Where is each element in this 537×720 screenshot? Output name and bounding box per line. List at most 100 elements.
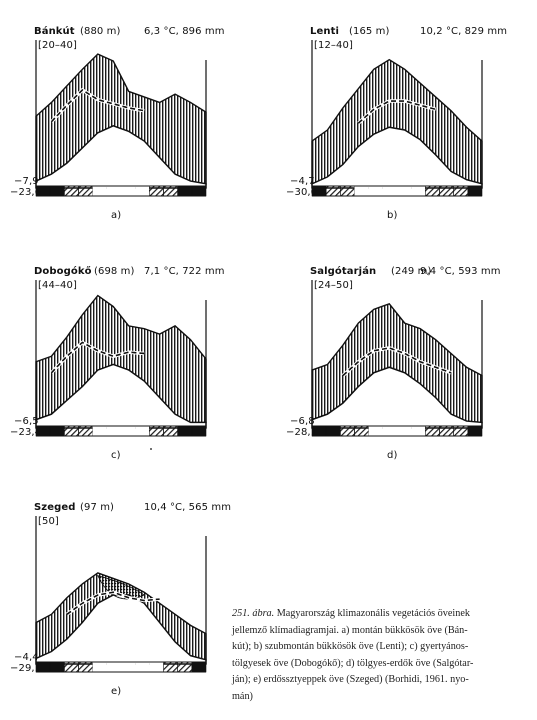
diagram-d: Salgótarján (249 m) 9,4 °C, 593 mm [24–50] −… <box>282 266 522 468</box>
caption-line-3: tölgyesek öve (Dobogókő); d) tölgyes-erd… <box>232 657 474 669</box>
mean-min-temp: −6,5 <box>14 416 39 427</box>
caption-line-0: Magyarország klimazonális vegetációs öve… <box>276 608 470 619</box>
station-name: Bánkút <box>34 26 75 37</box>
caption-word: ábra. <box>252 608 275 619</box>
frost-bar-segment <box>177 425 193 437</box>
frost-bar-segment <box>382 426 397 436</box>
mean-curve-dashed <box>66 591 160 615</box>
diagram-a: Bánkút (880 m) 6,3 °C, 896 mm [20–40] −7,9 −2… <box>6 26 246 228</box>
caption-line-1: jellemző klímadiagramjai. a) montán bükk… <box>232 624 468 636</box>
frost-bar-segment <box>106 662 121 672</box>
climate-diagram-svg <box>35 40 207 197</box>
frost-bar-segment <box>191 661 207 673</box>
frost-bar-segment <box>382 186 397 196</box>
diagram-b: Lenti (165 m) 10,2 °C, 829 mm [12–40] −4,7 −3… <box>282 26 522 228</box>
climate-values: 10,2 °C, 829 mm <box>420 26 508 37</box>
frost-bar-segment <box>467 425 483 437</box>
diagram-label: c) <box>111 450 121 461</box>
arid-period-region <box>97 575 145 600</box>
absolute-min-temp: −30,0 <box>286 187 318 198</box>
climate-diagram-svg <box>311 40 483 197</box>
frost-bar-segment <box>135 662 150 672</box>
frost-bar-segment <box>453 425 469 437</box>
precip-range: [20–40] <box>38 40 77 51</box>
absolute-min-temp: −29,1 <box>10 663 42 674</box>
station-name: Szeged <box>34 502 76 513</box>
climate-diagram-svg <box>35 516 207 673</box>
frost-bar-segment <box>163 185 178 197</box>
frost-bar-segment <box>92 186 107 196</box>
caption-line-2: kút); b) szubmontán bükkösök öve (Lenti)… <box>232 641 469 652</box>
frost-bar-segment <box>397 426 412 436</box>
climate-values: 9,4 °C, 593 mm <box>420 266 501 277</box>
diagram-label: a) <box>111 210 122 221</box>
frost-bar-segment <box>397 186 412 196</box>
mean-curve-dashed <box>50 341 145 374</box>
figure-caption: 251. ábra. Magyarország klimazonális veg… <box>232 606 524 705</box>
frost-bar-segment <box>149 662 164 672</box>
diagram-e: Szeged (97 m) 10,4 °C, 565 mm [50] −4,4 −29,1… <box>6 502 246 704</box>
frost-bar-segment <box>49 425 65 437</box>
frost-bar-segment <box>340 425 355 437</box>
absolute-min-temp: −28,1 <box>286 427 318 438</box>
frost-bar-segment <box>64 425 79 437</box>
station-elevation: (249 m) <box>391 266 432 277</box>
station-elevation: (880 m) <box>80 26 121 37</box>
station-name: Lenti <box>310 26 339 37</box>
frost-bar-segment <box>49 661 65 673</box>
mean-curve-dashed <box>357 100 436 124</box>
frost-bar-segment <box>177 185 193 197</box>
frost-bar-segment <box>340 185 355 197</box>
precip-range: [12–40] <box>314 40 353 51</box>
mean-min-temp: −4,7 <box>290 176 315 187</box>
mean-min-temp: −7,9 <box>14 176 39 187</box>
climate-diagram-svg <box>35 280 207 437</box>
stray-dot <box>150 448 152 450</box>
frost-bar-segment <box>64 661 79 673</box>
frost-bar-segment <box>163 661 178 673</box>
frost-bar-segment <box>368 186 383 196</box>
frost-bar-segment <box>177 661 193 673</box>
frost-bar-segment <box>121 662 136 672</box>
absolute-min-temp: −23,4 <box>10 427 42 438</box>
frost-bar-segment <box>135 426 150 436</box>
station-elevation: (165 m) <box>349 26 390 37</box>
frost-bar-segment <box>467 185 483 197</box>
frost-bar-segment <box>425 185 440 197</box>
diagram-label: d) <box>387 450 398 461</box>
frost-bar-segment <box>121 186 136 196</box>
frost-bar-segment <box>106 186 121 196</box>
frost-bar-segment <box>78 425 93 437</box>
frost-bar-segment <box>163 425 178 437</box>
frost-bar-segment <box>325 425 341 437</box>
caption-line-4: ján); e) erdőssztyeppek öve (Szeged) (Bo… <box>232 674 469 685</box>
frost-bar-segment <box>106 426 121 436</box>
diagram-label: e) <box>111 686 122 697</box>
frost-bar-segment <box>191 185 207 197</box>
diagram-c: Dobogókő (698 m) 7,1 °C, 722 mm [44–40] −6,5… <box>6 266 246 468</box>
frost-bar-segment <box>64 185 79 197</box>
mean-min-temp: −4,4 <box>14 652 39 663</box>
frost-bar-segment <box>149 185 164 197</box>
frost-bar-segment <box>368 426 383 436</box>
mean-min-temp: −6,8 <box>290 416 315 427</box>
diagram-label: b) <box>387 210 398 221</box>
frost-bar-segment <box>354 425 369 437</box>
climate-diagram-svg <box>311 280 483 437</box>
frost-bar-segment <box>78 661 93 673</box>
frost-bar-segment <box>149 425 164 437</box>
station-elevation: (698 m) <box>94 266 135 277</box>
frost-bar-segment <box>92 426 107 436</box>
frost-bar-segment <box>121 426 136 436</box>
frost-bar-segment <box>425 425 440 437</box>
station-elevation: (97 m) <box>80 502 115 513</box>
climate-values: 7,1 °C, 722 mm <box>144 266 225 277</box>
precip-range: [24–50] <box>314 280 353 291</box>
frost-bar-segment <box>439 425 454 437</box>
frost-bar-segment <box>411 426 426 436</box>
station-name: Dobogókő <box>34 266 92 277</box>
frost-bar-segment <box>78 185 93 197</box>
frost-bar-segment <box>453 185 469 197</box>
absolute-min-temp: −23,6 <box>10 187 42 198</box>
frost-bar-segment <box>49 185 65 197</box>
